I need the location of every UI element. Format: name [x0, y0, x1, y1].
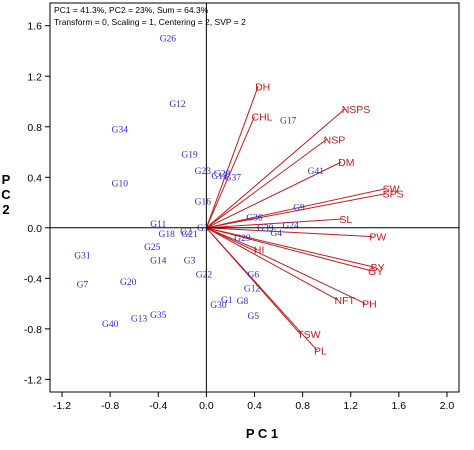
- trait-label-hi: HI: [254, 244, 265, 256]
- x-tick-label: 1.6: [392, 400, 407, 412]
- trait-vector-nsp: [206, 138, 327, 229]
- genotype-label-g8: G8: [237, 297, 249, 307]
- trait-label-gy: GY: [368, 266, 383, 278]
- x-tick-label: -0.8: [101, 400, 119, 412]
- genotype-label-g10: G10: [112, 180, 129, 190]
- genotype-label-g18: G18: [158, 230, 175, 240]
- genotype-label-g12: G12: [169, 100, 186, 110]
- trait-label-nsps: NSPS: [342, 104, 371, 116]
- genotype-label-g31: G31: [74, 252, 91, 262]
- genotype-label-g40: G40: [102, 320, 119, 330]
- x-axis-title: P C 1: [246, 426, 278, 441]
- trait-vectors: [205, 86, 386, 351]
- y-tick-label: 1.6: [27, 21, 42, 33]
- genotype-label-g22: G22: [196, 271, 213, 281]
- genotype-label-g13: G13: [131, 315, 148, 325]
- trait-label-pw: PW: [369, 232, 386, 244]
- genotype-label-g37: G37: [225, 173, 242, 183]
- y-tick-label: 0.0: [27, 223, 42, 235]
- y-tick-label: 0.8: [27, 122, 42, 134]
- trait-label-dm: DM: [338, 157, 354, 169]
- genotype-label-g12: G12: [244, 284, 261, 294]
- trait-vector-sps: [206, 193, 386, 229]
- trait-label-chl: CHL: [252, 112, 273, 124]
- y-axis-title-line-3: 2: [2, 202, 9, 217]
- y-axis-title-line-1: P: [2, 172, 11, 187]
- genotype-label-g26: G26: [160, 34, 177, 44]
- trait-vector-nsps: [206, 108, 346, 229]
- y-tick-label: -0.4: [24, 273, 42, 285]
- genotype-label-g39: G39: [257, 224, 274, 234]
- x-tick-label: -0.4: [149, 400, 167, 412]
- genotype-label-g36: G36: [246, 214, 263, 224]
- genotype-label-g15: G15: [211, 172, 228, 182]
- x-tick-label: 2.0: [440, 400, 455, 412]
- x-tick-label: 0.8: [295, 400, 310, 412]
- trait-vector-dh: [205, 86, 259, 228]
- trait-label-dh: DH: [255, 81, 270, 93]
- y-tick-label: 0.4: [27, 172, 42, 184]
- trait-label-tsw: TSW: [297, 329, 320, 341]
- trait-label-by: BY: [371, 262, 385, 274]
- genotype-label-g2: G2: [180, 228, 192, 238]
- genotype-label-g19: G19: [181, 151, 198, 161]
- trait-label-ph: PH: [362, 299, 377, 311]
- genotype-label-g1: G1: [221, 296, 233, 306]
- trait-label-pl: PL: [314, 345, 327, 357]
- genotype-label-g17: G17: [280, 116, 297, 126]
- trait-vector-dm: [206, 161, 342, 229]
- genotype-label-g24: G24: [282, 221, 299, 231]
- axes: -1.2 -0.8 -0.4 0.0 0.4 0.8 1.2 1.6 2.0 -1.2 -0.8 -0…: [24, 3, 459, 412]
- genotype-label-g3: G3: [197, 224, 209, 234]
- genotype-label-g23: G23: [195, 167, 212, 177]
- x-tick-label: 1.2: [343, 400, 358, 412]
- y-tick-label: -0.8: [24, 324, 42, 336]
- genotype-label-g5: G5: [247, 312, 259, 322]
- x-tick-label: -1.2: [53, 400, 71, 412]
- genotype-label-g29: G29: [234, 234, 251, 244]
- trait-vector-pl: [206, 227, 318, 351]
- genotype-label-g14: G14: [150, 257, 167, 267]
- genotype-label-g41: G41: [308, 167, 325, 177]
- info-line-2: Transform = 0, Scaling = 1, Centering = …: [54, 17, 246, 27]
- genotype-label-g9: G9: [293, 204, 305, 214]
- trait-label-sw: SW: [383, 184, 400, 196]
- y-tick-label: 1.2: [27, 71, 42, 83]
- trait-vector-ph: [206, 227, 366, 305]
- trait-vector-chl: [205, 116, 255, 229]
- trait-vector-nft: [206, 227, 338, 301]
- trait-label-sl: SL: [339, 214, 352, 226]
- genotype-label-g21: G21: [181, 230, 198, 240]
- genotype-label-g20: G20: [120, 278, 137, 288]
- genotype-label-g25: G25: [144, 243, 161, 253]
- trait-label-nft: NFT: [335, 295, 356, 307]
- genotype-label-g3: G3: [184, 257, 196, 267]
- genotype-label-g6: G6: [247, 271, 259, 281]
- genotype-label-g11: G11: [150, 220, 166, 230]
- trait-vector-gy: [206, 227, 372, 272]
- genotype-label-g30: G30: [210, 301, 227, 311]
- x-tick-label: 0.0: [199, 400, 214, 412]
- trait-vector-sl: [206, 218, 343, 229]
- y-axis-title-line-2: C: [1, 187, 11, 202]
- x-tick-label: 0.4: [247, 400, 262, 412]
- trait-vector-sw: [206, 188, 386, 229]
- genotype-label-g16: G16: [195, 197, 212, 207]
- trait-vector-pw: [206, 227, 373, 238]
- genotype-label-g34: G34: [112, 125, 129, 135]
- genotype-label-g28: G28: [214, 170, 231, 180]
- info-line-1: PC1 = 41.3%, PC2 = 23%, Sum = 64.3%: [54, 5, 209, 15]
- genotype-label-g35: G35: [150, 311, 167, 321]
- y-tick-label: -1.2: [24, 374, 42, 386]
- trait-label-nsp: NSP: [324, 134, 346, 146]
- genotype-label-g7: G7: [77, 281, 89, 291]
- trait-label-sps: SPS: [383, 189, 404, 201]
- genotype-label-g4: G4: [270, 229, 282, 239]
- trait-vector-by: [206, 227, 374, 268]
